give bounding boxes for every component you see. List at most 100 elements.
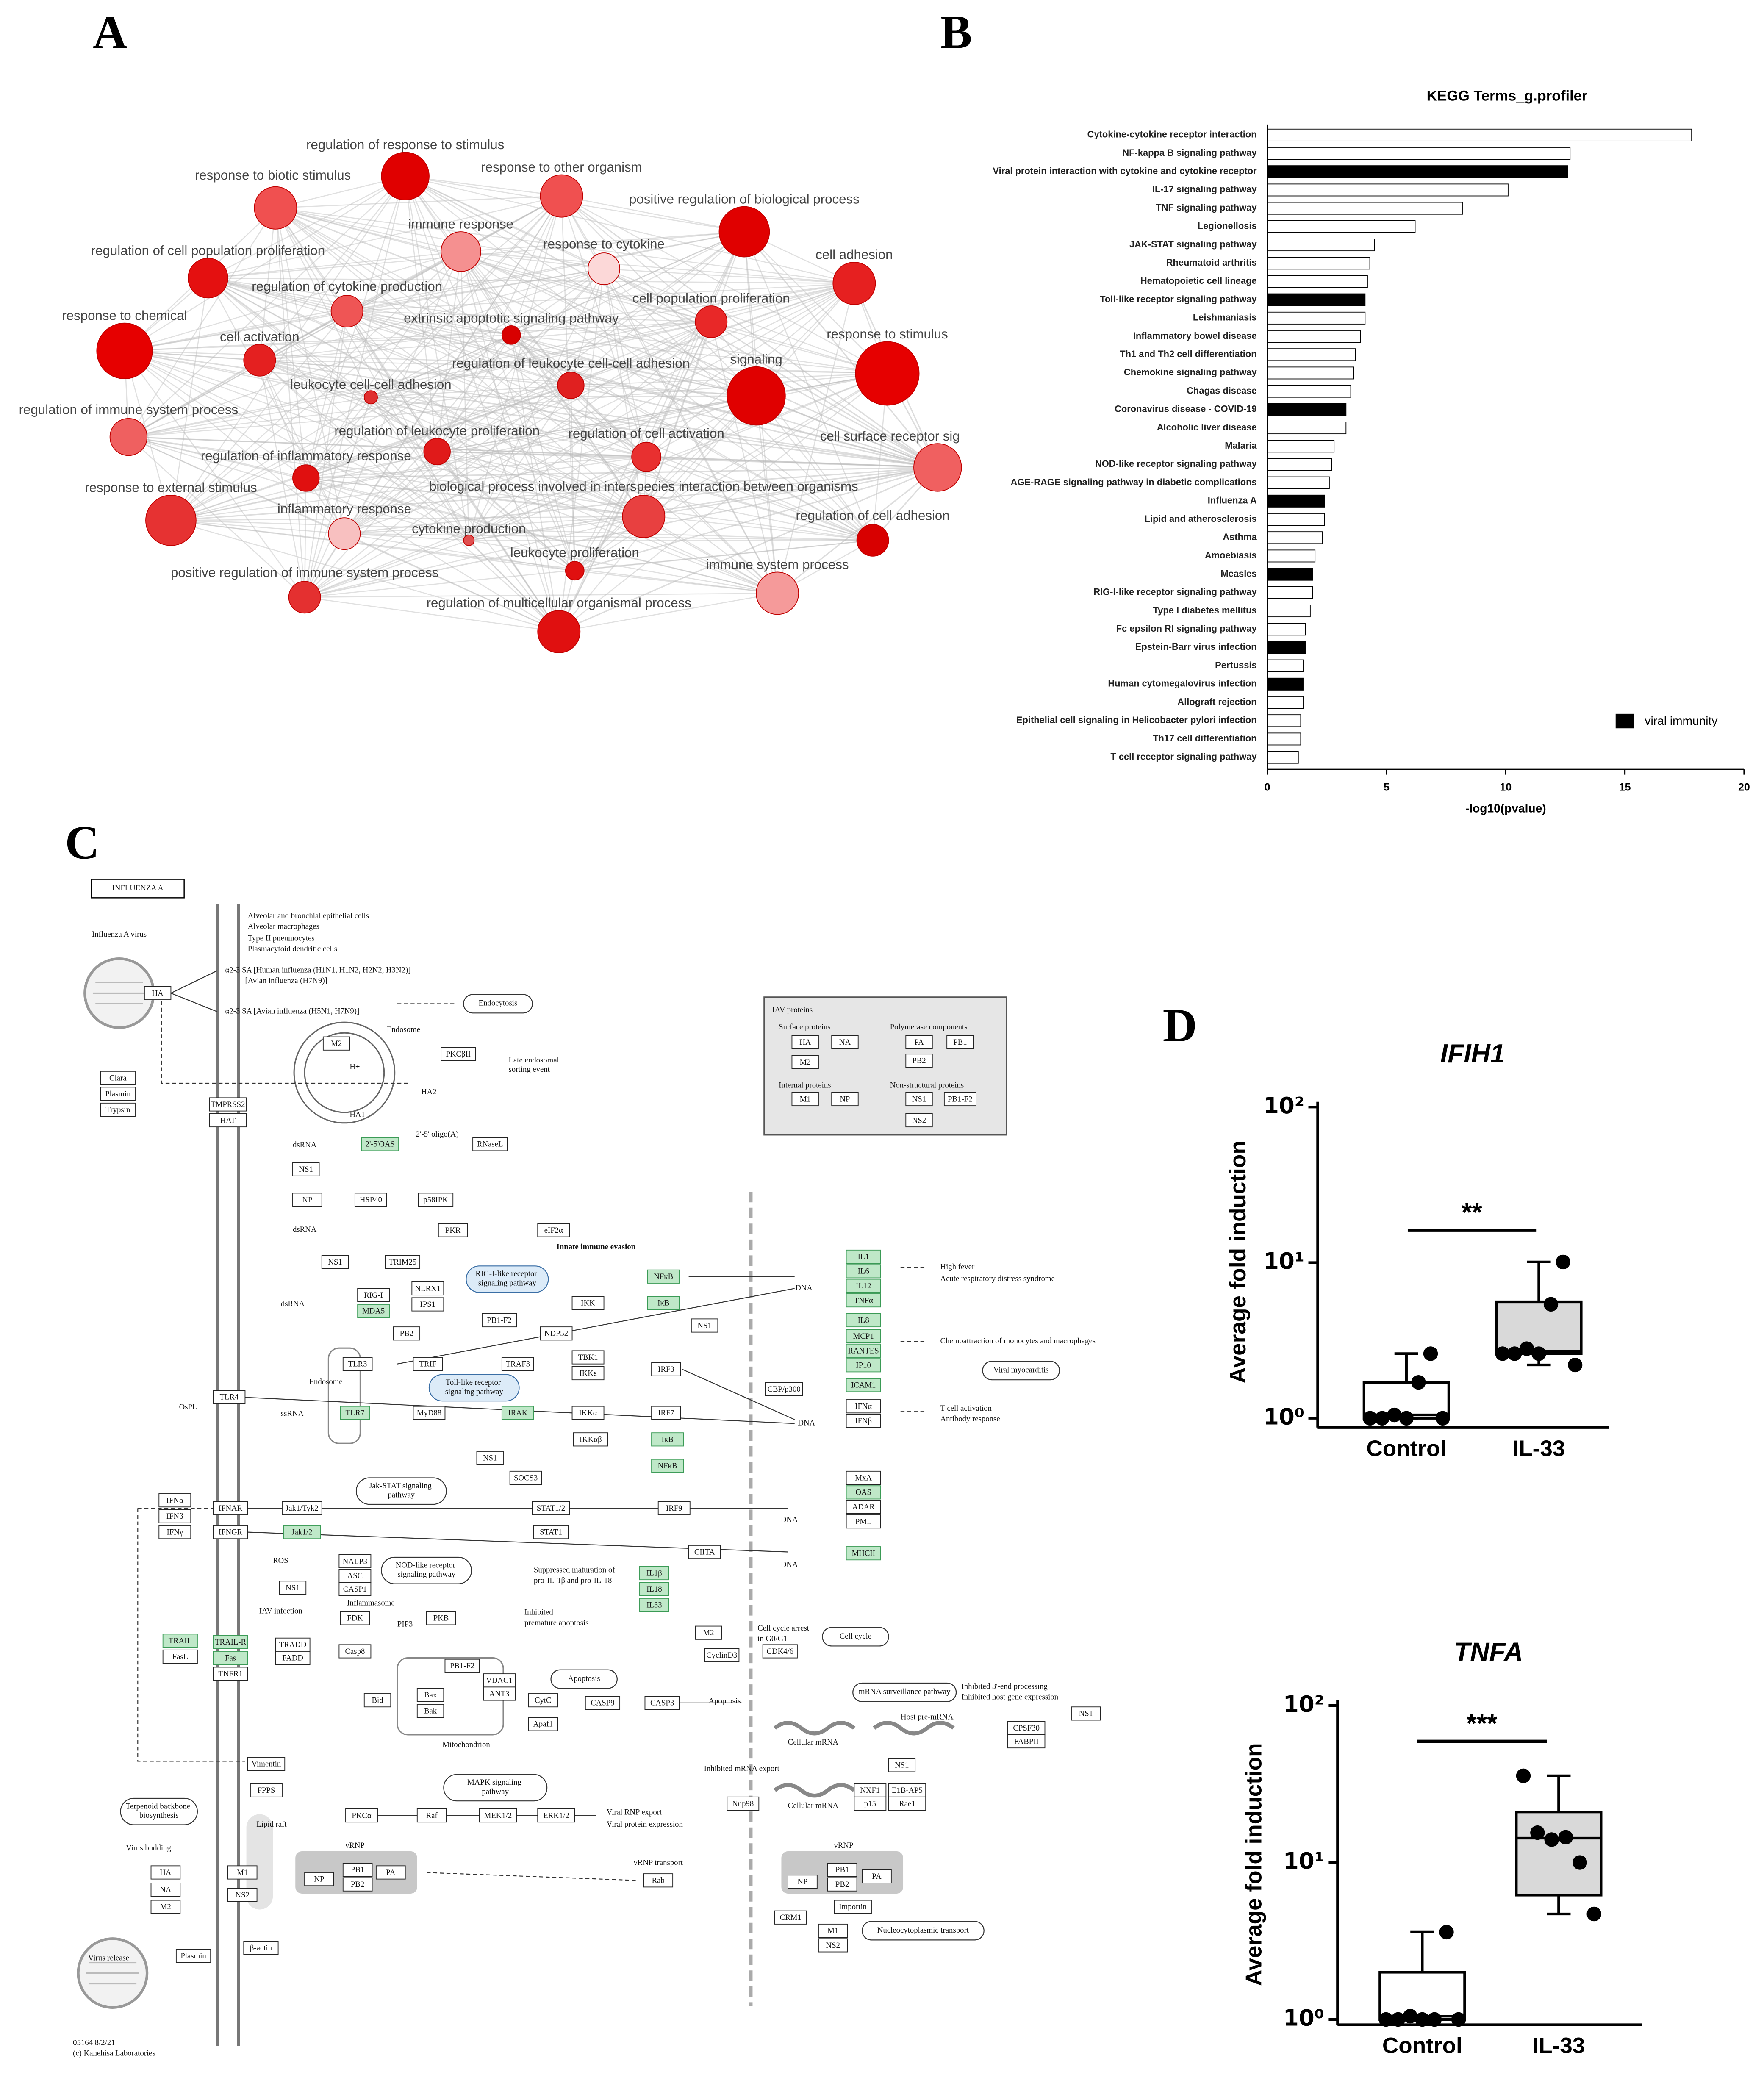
bar	[1267, 476, 1330, 489]
pathway-note: vRNP transport	[633, 1858, 683, 1867]
gene-box	[647, 1269, 680, 1284]
gene-box	[704, 1648, 740, 1662]
pathway-note: Chemoattraction of monocytes and macroph…	[940, 1337, 1096, 1345]
gene-box	[283, 1525, 321, 1539]
gene-box	[426, 1611, 456, 1625]
pathway-link-label: Jak-STAT signaling pathway	[369, 1481, 433, 1500]
gene-label: FPPS	[258, 1786, 275, 1795]
network-node	[855, 341, 920, 406]
bar	[1267, 293, 1366, 306]
gene-box	[846, 1514, 881, 1529]
network-edge	[208, 277, 757, 397]
network-edge	[437, 283, 854, 452]
data-point	[1558, 1830, 1573, 1844]
network-edge	[347, 268, 604, 312]
gene-box	[834, 1900, 872, 1914]
significance-label: ***	[1467, 1709, 1498, 1739]
gene-label: NS1	[483, 1453, 497, 1462]
gene-label: TNFR1	[218, 1670, 242, 1678]
data-point	[1586, 1906, 1601, 1922]
bar	[1267, 257, 1370, 270]
network-edge	[124, 351, 172, 521]
gene-box	[340, 1611, 370, 1625]
network-edge	[469, 466, 938, 541]
network-edge	[347, 283, 854, 312]
pathway-title-box	[91, 879, 185, 899]
gene-label: eIF2α	[544, 1226, 563, 1235]
network-edge	[304, 397, 372, 598]
gene-label: PB2	[912, 1057, 926, 1065]
network-edge	[128, 360, 260, 438]
pathway-note: [Avian influenza (H7N9)]	[245, 976, 327, 985]
gene-label: PB2	[400, 1329, 413, 1338]
y-tick-label: TNF signaling pathway	[1156, 202, 1257, 213]
network-edge	[124, 350, 646, 458]
network-node	[292, 464, 320, 492]
y-tick-label: Viral protein interaction with cytokine …	[993, 166, 1257, 176]
gene-box	[1007, 1734, 1046, 1749]
network-edge	[208, 277, 888, 374]
gene-box	[651, 1432, 684, 1447]
network-edge	[344, 533, 469, 541]
network-edge	[460, 251, 712, 322]
gene-box	[888, 1783, 926, 1797]
network-edge	[574, 570, 778, 594]
gene-label: RNaseL	[477, 1140, 503, 1149]
network-edge	[571, 385, 757, 397]
gene-box	[532, 1501, 570, 1515]
gene-label: Raf	[426, 1811, 438, 1820]
y-tick-label: Chagas disease	[1187, 385, 1256, 396]
network-edge	[305, 593, 778, 598]
gene-label: FABPII	[1014, 1737, 1039, 1746]
network-edge	[405, 175, 562, 197]
network-edge	[603, 269, 644, 517]
pathway-note: Virus budding	[126, 1844, 171, 1853]
network-edge	[574, 540, 873, 571]
gene-box	[846, 1546, 881, 1561]
gene-label: NFκB	[658, 1462, 677, 1470]
data-point	[1378, 2012, 1393, 2027]
y-tick-label: Malaria	[1225, 440, 1257, 451]
network-node	[588, 252, 621, 286]
gene-label: NS1	[328, 1258, 342, 1267]
network-edge	[469, 456, 647, 541]
network-edge	[275, 207, 778, 594]
pathway-note: PIP3	[397, 1620, 413, 1629]
network-edge	[207, 277, 345, 534]
network-edge	[170, 195, 562, 521]
pathway-link-label: NOD-like receptor signaling pathway	[396, 1561, 458, 1579]
gene-box	[946, 1035, 974, 1049]
pathway-note: in G0/G1	[757, 1634, 787, 1643]
x-tick-label: IL-33	[1532, 2033, 1585, 2058]
network-edge	[304, 478, 307, 597]
network-edge	[344, 533, 873, 541]
network-edge	[561, 195, 712, 322]
gene-box	[643, 1873, 674, 1888]
data-point	[1543, 1297, 1559, 1312]
data-point	[1507, 1346, 1522, 1361]
y-tick-label: Chemokine signaling pathway	[1124, 367, 1257, 377]
y-tick-label: AGE-RAGE signaling pathway in diabetic c…	[1011, 477, 1257, 487]
y-tick-label: T cell receptor signaling pathway	[1110, 751, 1257, 762]
network-edge	[128, 175, 406, 438]
gene-box	[411, 1281, 444, 1296]
gene-box	[162, 1634, 198, 1648]
y-tick-label: Pertussis	[1215, 660, 1256, 670]
gene-label: Casp8	[345, 1647, 365, 1656]
gene-box	[357, 1304, 390, 1318]
network-edge	[756, 395, 874, 541]
bar	[1267, 458, 1332, 471]
gene-label: STAT1	[540, 1528, 562, 1537]
gene-box	[846, 1414, 881, 1428]
gene-label: NS1	[912, 1095, 926, 1104]
gene-box	[416, 1704, 444, 1718]
bar	[1267, 696, 1304, 709]
network-edge	[370, 195, 562, 398]
network-edge	[170, 231, 745, 521]
network-node	[565, 561, 585, 581]
gene-box	[441, 1047, 476, 1061]
network-edge	[275, 207, 712, 322]
network-edge	[171, 520, 344, 534]
network-edge	[646, 231, 745, 457]
